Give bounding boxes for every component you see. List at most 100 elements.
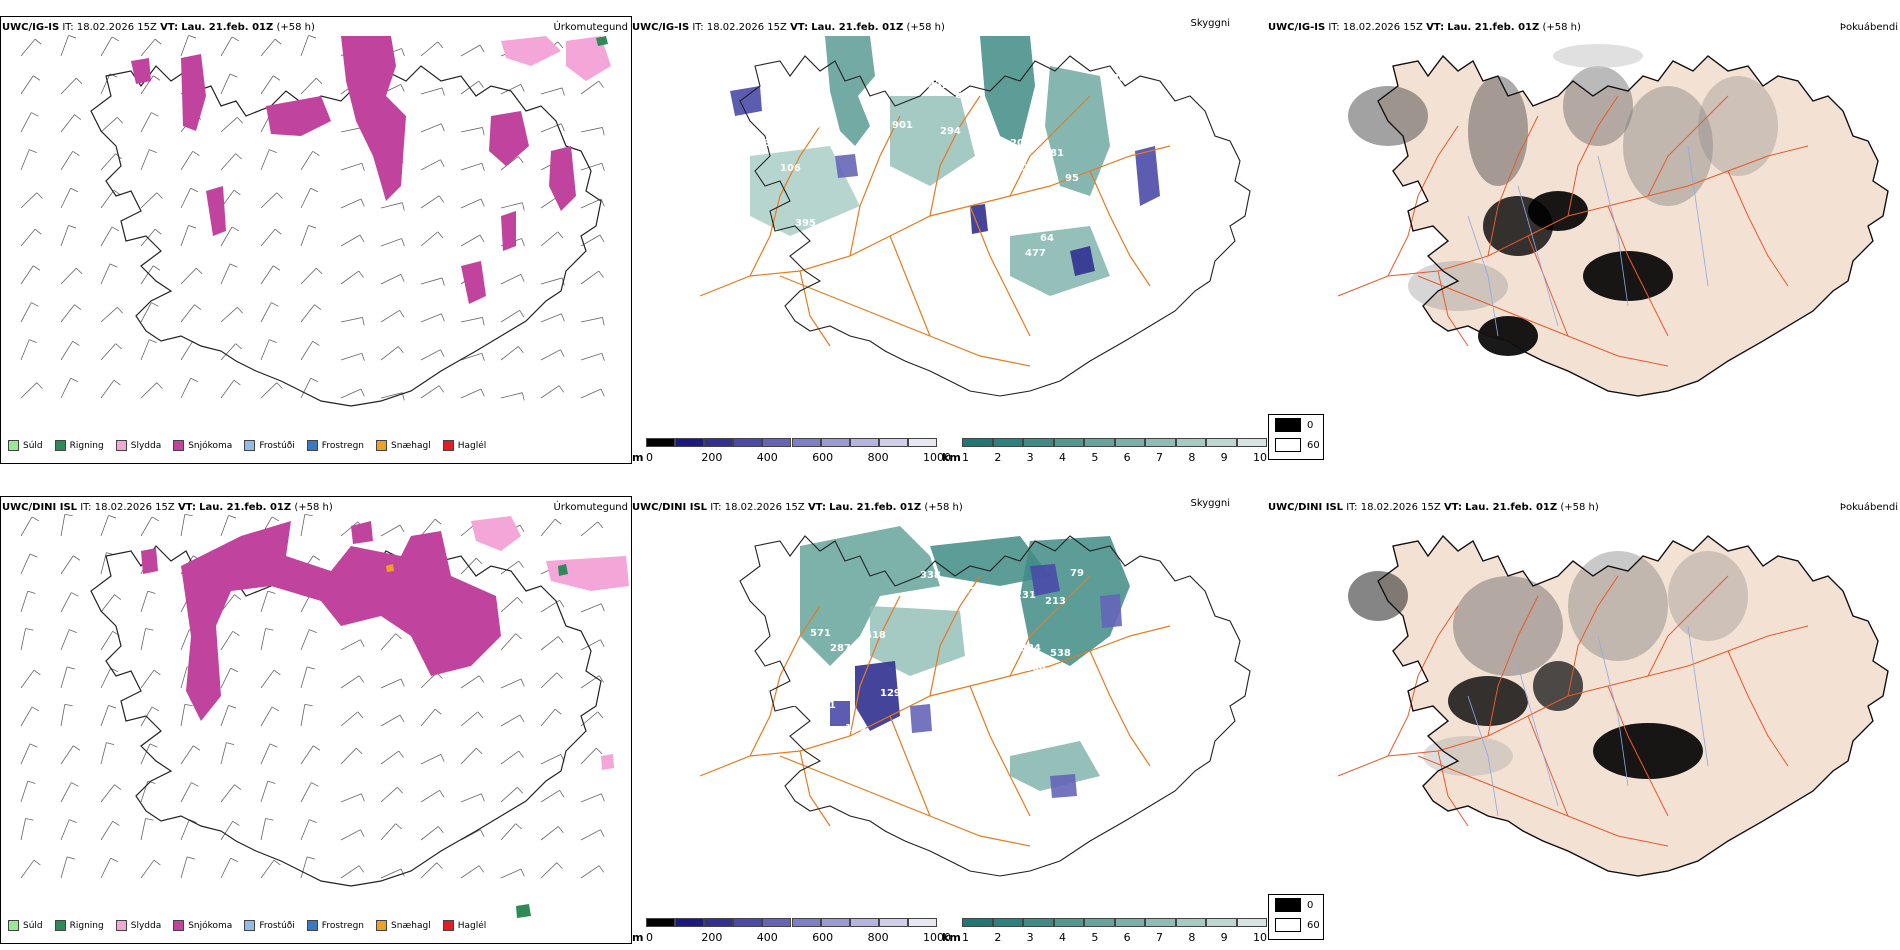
wind-barb-shaft xyxy=(540,231,559,247)
wind-barb-shaft xyxy=(580,747,597,765)
wind-barb-shaft xyxy=(540,862,558,879)
wind-barb-shaft xyxy=(60,666,68,689)
legend-item: Haglél xyxy=(442,440,486,451)
iceland-coastline xyxy=(739,55,1251,397)
wind-barb-flag xyxy=(515,633,522,640)
lead-time: (+58 h) xyxy=(906,22,945,33)
rain-area-south xyxy=(516,904,531,918)
wind-barb-flag xyxy=(602,317,605,326)
wind-barb-flag xyxy=(36,382,43,389)
colorbar-segment xyxy=(733,438,763,447)
wind-barb-flag xyxy=(400,274,405,282)
wind-barb-flag xyxy=(228,514,237,519)
wind-barb-shaft xyxy=(100,116,118,133)
wind-barb-shaft xyxy=(220,668,232,689)
wind-barb-flag xyxy=(117,307,123,314)
wind-barb-flag xyxy=(554,708,562,715)
wind-barb-shaft xyxy=(100,594,115,613)
wind-barb-flag xyxy=(361,353,365,361)
wind-barb-flag xyxy=(598,80,604,88)
road xyxy=(1437,750,1469,827)
wind-barb-flag xyxy=(520,678,525,687)
wind-barb-shaft xyxy=(580,127,603,133)
wind-barb-flag xyxy=(228,704,237,709)
legend-swatch xyxy=(376,920,388,931)
road xyxy=(749,125,821,277)
wind-barb-shaft xyxy=(100,821,113,841)
wind-barb-shaft xyxy=(460,747,477,765)
colorbar-tick: 200 xyxy=(701,931,723,944)
wind-barb-flag xyxy=(401,48,405,57)
wind-barb-flag xyxy=(312,341,320,346)
wind-barb-shaft xyxy=(500,560,520,575)
visibility-m-colorbar: m 0 200 400 600 800 1000 xyxy=(632,438,951,464)
wind-barb-flag xyxy=(34,38,42,45)
wind-barbs xyxy=(20,34,605,401)
visibility-value-label: 4 xyxy=(860,728,867,739)
wind-barb-flag xyxy=(441,123,445,132)
wind-barb-shaft xyxy=(500,714,521,727)
wind-barb-flag xyxy=(440,349,445,357)
wind-barb-shaft xyxy=(100,73,111,95)
road-network xyxy=(1337,575,1809,847)
colorbar-tick: 4 xyxy=(1059,451,1066,464)
colorbar-tick: 0 xyxy=(646,451,653,464)
wind-barb-flag xyxy=(36,192,43,199)
wind-barb-flag xyxy=(309,629,317,633)
wind-barb-flag xyxy=(70,187,79,193)
wind-barb-flag xyxy=(66,856,75,860)
colorbar-segment xyxy=(762,918,792,927)
road-network xyxy=(699,575,1171,847)
road xyxy=(1487,115,1539,257)
wind-barb-shaft xyxy=(140,38,156,57)
visibility-value-label: 324 xyxy=(1020,643,1041,654)
road xyxy=(1727,170,1789,287)
wind-barb-flag xyxy=(476,747,483,755)
wind-barb-shaft xyxy=(460,317,483,323)
wind-barb-shaft xyxy=(300,704,306,727)
wind-barb-flag xyxy=(186,856,195,860)
wind-barb-flag xyxy=(395,633,402,640)
wind-barb-flag xyxy=(358,270,364,278)
wind-barb-shaft xyxy=(260,75,274,95)
colorbar-segment xyxy=(992,438,1023,447)
wind-barb-flag xyxy=(191,782,199,787)
wind-barb-shaft xyxy=(260,780,269,803)
wind-barb-flag xyxy=(71,782,79,787)
wind-barb-flag xyxy=(233,189,241,196)
wind-barb-shaft xyxy=(340,388,362,399)
wind-barb-flag xyxy=(109,263,118,268)
precip-legend: Súld Rigning Slydda Snjókoma Frostúði Frostre… xyxy=(8,440,498,451)
wind-barb-flag xyxy=(598,675,605,683)
wind-barb-flag xyxy=(74,114,82,120)
colorbar-unit: km xyxy=(942,931,961,944)
wind-barb-shaft xyxy=(140,339,150,361)
colorbar-segment xyxy=(1206,438,1237,447)
wind-barb-shaft xyxy=(20,149,30,171)
visibility-value-label: 64 xyxy=(1040,233,1054,244)
visibility-value-label: 473 xyxy=(750,138,771,149)
fog-label-1: 60 xyxy=(1307,439,1320,451)
wind-barb-shaft xyxy=(420,826,439,841)
snow-areas xyxy=(141,521,501,721)
wind-barb-shaft xyxy=(220,515,229,537)
wind-barb-flag xyxy=(76,267,83,275)
colorbar-segment xyxy=(1145,438,1176,447)
wind-barb-flag xyxy=(231,36,240,42)
wind-barb-shaft xyxy=(20,706,33,727)
legend-item: Haglél xyxy=(442,920,486,931)
wind-barb-shaft xyxy=(140,818,146,841)
wind-barb-shaft xyxy=(60,304,75,323)
wind-barb-shaft xyxy=(540,87,563,95)
wind-barb-flag xyxy=(34,228,42,235)
colorbar-segment xyxy=(646,918,676,927)
wind-barb-shaft xyxy=(100,306,118,323)
wind-barb-flag xyxy=(399,714,405,723)
wind-barb-shaft xyxy=(500,310,520,323)
wind-barb-shaft xyxy=(100,379,115,399)
wind-barb-shaft xyxy=(420,231,439,247)
wind-barb-shaft xyxy=(180,514,186,537)
wind-barb-flag xyxy=(33,265,41,271)
wind-barb-shaft xyxy=(20,859,35,879)
